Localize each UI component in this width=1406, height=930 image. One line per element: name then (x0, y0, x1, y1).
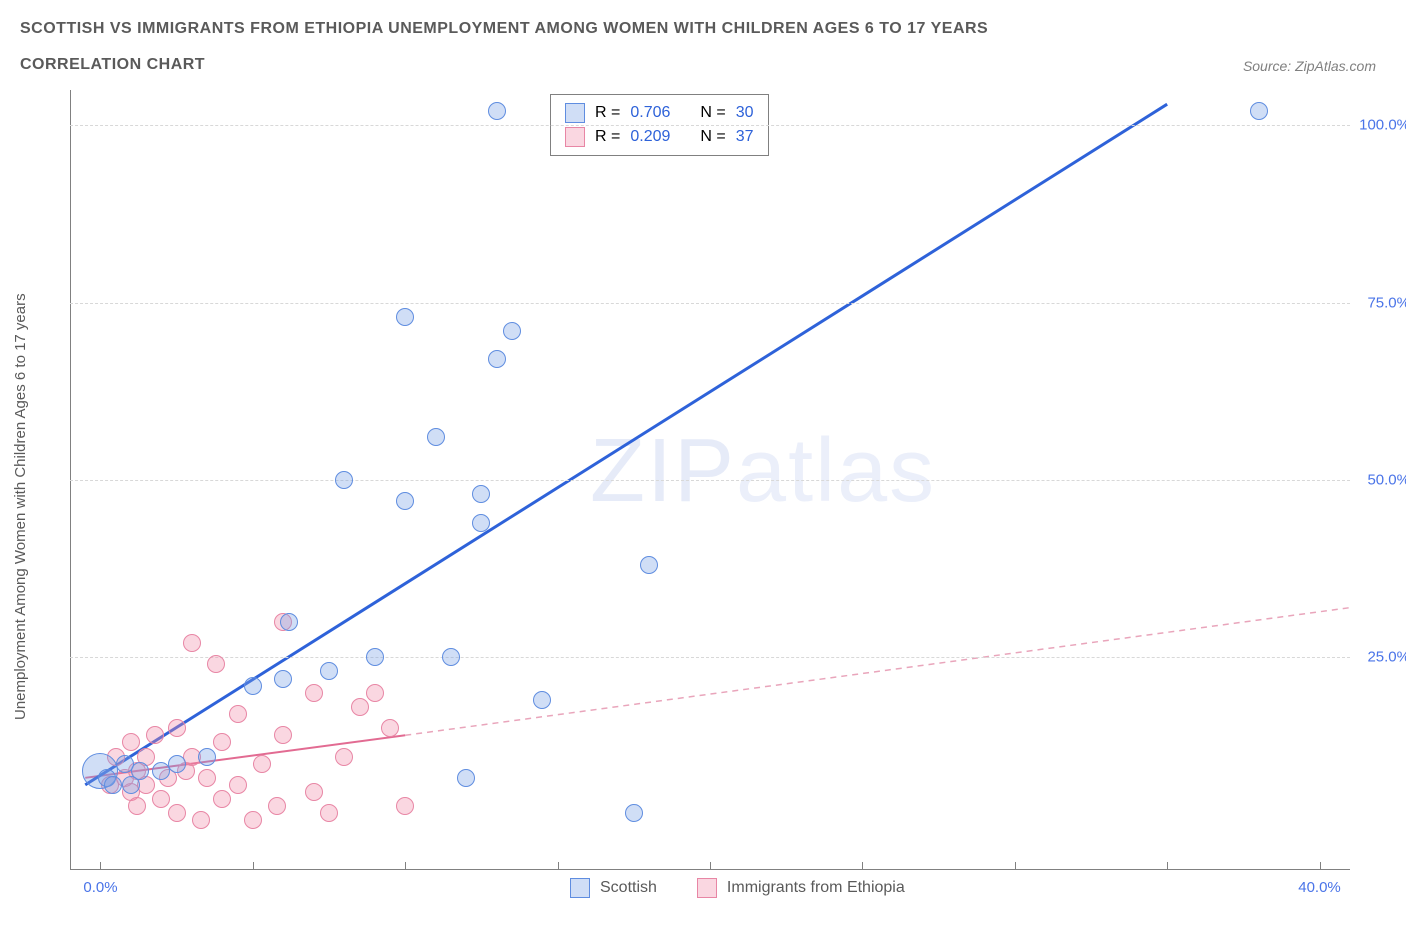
y-tick-label: 100.0% (1359, 117, 1406, 134)
scatter-point-ethiopia (146, 726, 164, 744)
scatter-point-scottish (335, 471, 353, 489)
y-tick-label: 75.0% (1367, 294, 1406, 311)
scatter-point-scottish (396, 308, 414, 326)
stats-scottish-r: 0.706 (630, 101, 670, 125)
scatter-point-scottish (625, 804, 643, 822)
legend-label-ethiopia: Immigrants from Ethiopia (727, 879, 905, 897)
source-attribution: Source: ZipAtlas.com (1243, 58, 1376, 74)
legend-item-ethiopia: Immigrants from Ethiopia (697, 878, 905, 898)
x-tick (100, 862, 101, 870)
scatter-point-ethiopia (396, 797, 414, 815)
stats-ethiopia-r: 0.209 (630, 125, 670, 149)
scatter-point-scottish (442, 648, 460, 666)
stats-ethiopia-n: 37 (736, 125, 754, 149)
scatter-point-ethiopia (253, 755, 271, 773)
y-axis-label: Unemployment Among Women with Children A… (12, 293, 29, 720)
gridline (70, 480, 1350, 481)
scatter-point-ethiopia (128, 797, 146, 815)
scatter-point-scottish (168, 755, 186, 773)
stats-n-prefix: N = (700, 125, 725, 149)
x-tick (1167, 862, 1168, 870)
x-tick-label: 0.0% (83, 879, 117, 896)
legend-swatch-scottish (570, 878, 590, 898)
scatter-point-scottish (488, 350, 506, 368)
scatter-point-ethiopia (207, 655, 225, 673)
scatter-point-scottish (488, 102, 506, 120)
stats-row-scottish: R = 0.706 N = 30 (565, 101, 754, 125)
scatter-point-ethiopia (183, 634, 201, 652)
page-title-line1: SCOTTISH VS IMMIGRANTS FROM ETHIOPIA UNE… (20, 20, 988, 38)
swatch-ethiopia (565, 127, 585, 147)
gridline (70, 657, 1350, 658)
x-tick (710, 862, 711, 870)
scatter-point-ethiopia (244, 811, 262, 829)
scatter-point-ethiopia (198, 769, 216, 787)
scatter-point-scottish (503, 322, 521, 340)
scatter-point-ethiopia (168, 719, 186, 737)
x-tick (558, 862, 559, 870)
scatter-point-ethiopia (381, 719, 399, 737)
gridline (70, 125, 1350, 126)
watermark-bold: ZIP (590, 421, 736, 521)
swatch-scottish (565, 103, 585, 123)
scatter-point-ethiopia (213, 790, 231, 808)
legend-bottom: Scottish Immigrants from Ethiopia (570, 878, 905, 898)
scatter-point-scottish (131, 762, 149, 780)
legend-label-scottish: Scottish (600, 879, 657, 897)
x-tick (253, 862, 254, 870)
scatter-point-scottish (533, 691, 551, 709)
scatter-point-scottish (274, 670, 292, 688)
x-tick (862, 862, 863, 870)
legend-item-scottish: Scottish (570, 878, 657, 898)
scatter-point-ethiopia (274, 726, 292, 744)
scatter-point-ethiopia (351, 698, 369, 716)
scatter-point-ethiopia (122, 733, 140, 751)
x-tick (405, 862, 406, 870)
scatter-point-scottish (396, 492, 414, 510)
scatter-point-scottish (198, 748, 216, 766)
scatter-point-ethiopia (305, 684, 323, 702)
scatter-point-scottish (280, 613, 298, 631)
scatter-point-ethiopia (168, 804, 186, 822)
stats-n-prefix: N = (700, 101, 725, 125)
scatter-point-scottish (472, 485, 490, 503)
scatter-point-ethiopia (229, 776, 247, 794)
scatter-point-ethiopia (213, 733, 231, 751)
y-tick-label: 50.0% (1367, 472, 1406, 489)
watermark-light: atlas (736, 421, 936, 521)
scatter-point-ethiopia (152, 790, 170, 808)
scatter-point-ethiopia (305, 783, 323, 801)
gridline (70, 303, 1350, 304)
scatter-point-ethiopia (366, 684, 384, 702)
trend-line (405, 608, 1350, 736)
scatter-point-scottish (1250, 102, 1268, 120)
scatter-point-scottish (104, 776, 122, 794)
scatter-point-scottish (457, 769, 475, 787)
scatter-point-scottish (366, 648, 384, 666)
scatter-point-ethiopia (192, 811, 210, 829)
watermark-logo: ZIPatlas (590, 420, 936, 523)
scatter-point-ethiopia (335, 748, 353, 766)
chart-plot-area: ZIPatlas R = 0.706 N = 30 R = 0.209 N = … (70, 90, 1350, 870)
scatter-point-scottish (244, 677, 262, 695)
stats-row-ethiopia: R = 0.209 N = 37 (565, 125, 754, 149)
scatter-point-ethiopia (320, 804, 338, 822)
y-tick-label: 25.0% (1367, 649, 1406, 666)
page-title-line2: CORRELATION CHART (20, 56, 205, 74)
scatter-point-scottish (640, 556, 658, 574)
scatter-point-scottish (427, 428, 445, 446)
stats-r-prefix: R = (595, 101, 620, 125)
scatter-point-ethiopia (229, 705, 247, 723)
scatter-point-scottish (320, 662, 338, 680)
scatter-point-ethiopia (268, 797, 286, 815)
stats-scottish-n: 30 (736, 101, 754, 125)
stats-r-prefix: R = (595, 125, 620, 149)
x-tick-label: 40.0% (1298, 879, 1341, 896)
x-tick (1320, 862, 1321, 870)
x-tick (1015, 862, 1016, 870)
legend-swatch-ethiopia (697, 878, 717, 898)
scatter-point-scottish (472, 514, 490, 532)
